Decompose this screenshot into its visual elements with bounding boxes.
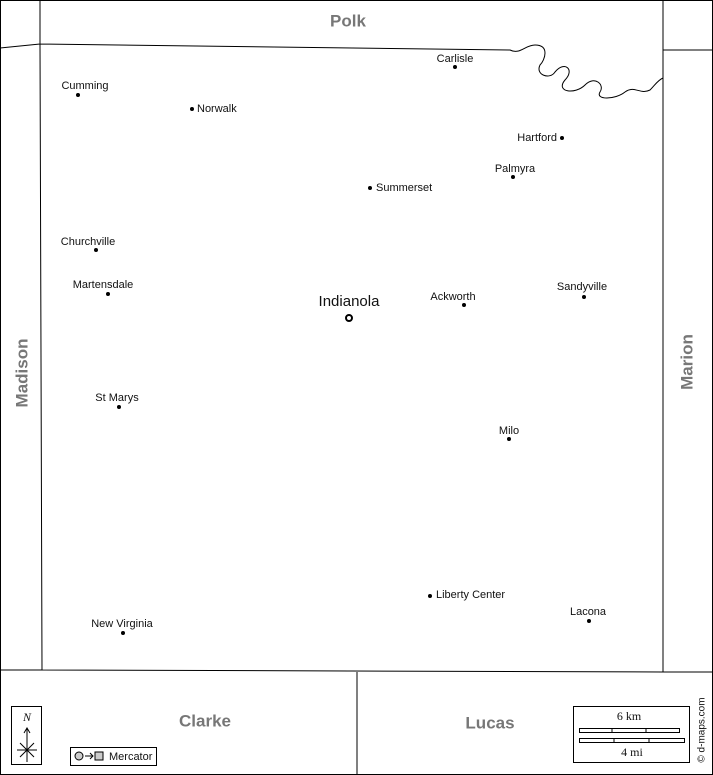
north-box — [11, 706, 42, 765]
projection-box — [70, 747, 157, 766]
seat-marker — [345, 314, 353, 322]
town-label: Martensdale — [73, 279, 134, 291]
neighbor-label: Clarke — [179, 711, 231, 730]
credit: © d-maps.com — [697, 697, 708, 762]
town-dot — [453, 65, 457, 69]
north-label: N — [22, 710, 32, 724]
town-dot — [117, 405, 121, 409]
town-label: Palmyra — [495, 163, 536, 175]
town-label: Norwalk — [197, 103, 237, 115]
scale-km: 6 km — [617, 709, 642, 723]
north-arrow — [17, 727, 37, 762]
scale-bar — [579, 728, 680, 733]
town-label: Lacona — [570, 606, 607, 618]
town-label: Milo — [499, 425, 519, 437]
projection-label: Mercator — [109, 751, 153, 763]
town-label: St Marys — [95, 392, 139, 404]
town-dot — [511, 175, 515, 179]
town-dot — [76, 93, 80, 97]
town-label: Churchville — [61, 236, 115, 248]
town-dot — [587, 619, 591, 623]
town-label: Liberty Center — [436, 589, 505, 601]
town-label: Ackworth — [430, 291, 475, 303]
town-label: New Virginia — [91, 618, 153, 630]
town-dot — [94, 248, 98, 252]
town-label: Hartford — [517, 132, 557, 144]
neighbor-label: Marion — [677, 334, 696, 390]
scale-ticks — [611, 728, 650, 742]
town-label: Sandyville — [557, 281, 607, 293]
scale-bar — [579, 738, 685, 743]
arrow-icon — [85, 752, 94, 760]
town-label: Summerset — [376, 182, 432, 194]
plane-icon — [94, 751, 104, 761]
town-dot — [507, 437, 511, 441]
town-dot — [190, 107, 194, 111]
town-dot — [582, 295, 586, 299]
town-dot — [368, 186, 372, 190]
neighbor-label: Madison — [12, 339, 31, 408]
town-dot — [428, 594, 432, 598]
globe-icon — [74, 751, 84, 761]
towns: Carlisle Cumming Norwalk Hartford Palmyra Sum… — [61, 53, 607, 635]
neighbor-label: Lucas — [465, 713, 514, 732]
town-dot — [462, 303, 466, 307]
scale-mi: 4 mi — [621, 745, 643, 759]
town-dot — [121, 631, 125, 635]
scale-box — [573, 706, 690, 763]
town-label: Carlisle — [437, 53, 474, 65]
town-dot — [560, 136, 564, 140]
town-label: Cumming — [61, 80, 108, 92]
neighbor-label: Polk — [330, 11, 366, 30]
town-dot — [106, 292, 110, 296]
town-label: Indianola — [319, 293, 381, 310]
